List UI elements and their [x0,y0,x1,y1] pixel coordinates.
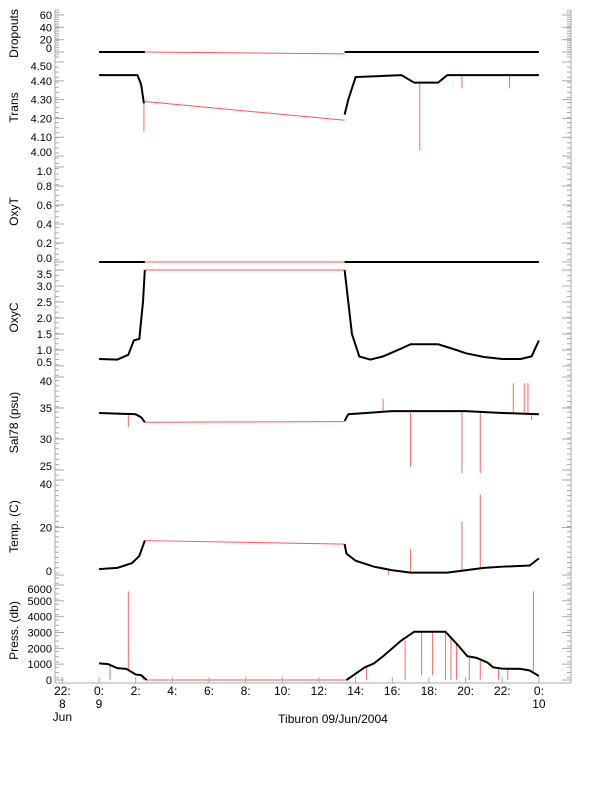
data-line [345,630,540,681]
data-line [343,543,540,574]
x-tick-label: 20: [457,684,474,698]
y-tick-label: 30 [40,434,52,446]
y-tick-label: 4.40 [31,76,52,88]
y-tick-label: 0.6 [37,200,52,212]
x-tick-label: 10: [274,684,291,698]
y-tick-label: 3000 [28,628,52,640]
y-tick-label: 4.10 [31,132,52,144]
y-tick-label: 2.0 [37,313,52,325]
y-tick-label: 0.2 [37,238,52,250]
x-tick-label: 22: [54,684,71,698]
x-tick-label: 12: [311,684,328,698]
y-axis-title: OxyT [7,197,21,226]
x-tick-label: 8 [59,697,66,711]
x-tick-label: 22: [494,684,511,698]
y-tick-label: 6000 [28,584,52,596]
y-tick-label: 20 [40,35,52,47]
x-tick-label: 0: [534,684,544,698]
x-axis-title: Tiburon 09/Jun/2004 [278,712,388,726]
y-axis-title: Dropouts [7,9,21,58]
gap-line [144,100,345,121]
data-line [98,662,148,681]
y-tick-label: 0 [46,566,52,578]
data-line [98,540,146,571]
y-tick-label: 25 [40,461,52,473]
y-tick-label: 0.5 [37,357,52,369]
x-tick-label: 6: [204,684,214,698]
y-axis-title: Sal78 (psu) [7,392,21,453]
gap-line [144,421,345,423]
data-line [343,410,539,422]
y-tick-label: 4.30 [31,95,52,107]
y-tick-label: 0 [46,675,52,687]
y-tick-label: 35 [40,403,52,415]
y-tick-label: 40 [40,376,52,388]
y-axis-title: OxyC [7,302,21,332]
x-tick-label: Jun [53,710,72,724]
y-tick-label: 2.5 [37,297,52,309]
y-tick-label: 4.00 [31,147,52,159]
y-tick-label: 60 [40,10,52,22]
x-tick-label: 16: [384,684,401,698]
y-tick-label: 0.8 [37,181,52,193]
y-tick-label: 1.0 [37,345,52,357]
y-tick-label: 1.5 [37,329,52,341]
x-tick-label: 10 [532,697,546,711]
y-tick-label: 4.20 [31,113,52,125]
gap-line [144,540,345,545]
y-tick-label: 4.50 [31,61,52,73]
x-tick-label: 9 [96,697,103,711]
x-tick-label: 2: [131,684,141,698]
y-axis-title: Press. (db) [7,601,21,660]
y-tick-label: 4000 [28,612,52,624]
data-line [98,74,145,104]
y-axis-title: Temp. (C) [7,500,21,553]
gap-line [144,51,345,55]
x-tick-label: 14: [347,684,364,698]
y-tick-label: 3.0 [37,281,52,293]
data-line [343,269,540,361]
y-tick-label: 1.0 [37,166,52,178]
x-tick-label: 4: [167,684,177,698]
y-tick-label: 0.4 [37,219,52,231]
y-tick-label: 40 [40,479,52,491]
y-tick-label: 40 [40,22,52,34]
y-tick-label: 2000 [28,643,52,655]
y-tick-label: 5000 [28,596,52,608]
x-tick-label: 18: [421,684,438,698]
y-tick-label: 0.0 [37,253,52,265]
data-line [98,269,146,361]
data-line [98,411,146,423]
y-axis-title: Trans [7,92,21,122]
x-tick-label: 8: [241,684,251,698]
y-tick-label: 20 [40,523,52,535]
y-tick-label: 1000 [28,659,52,671]
x-tick-label: 0: [94,684,104,698]
y-tick-label: 0 [46,43,52,55]
data-line [343,74,539,115]
y-tick-label: 3.5 [37,269,52,281]
